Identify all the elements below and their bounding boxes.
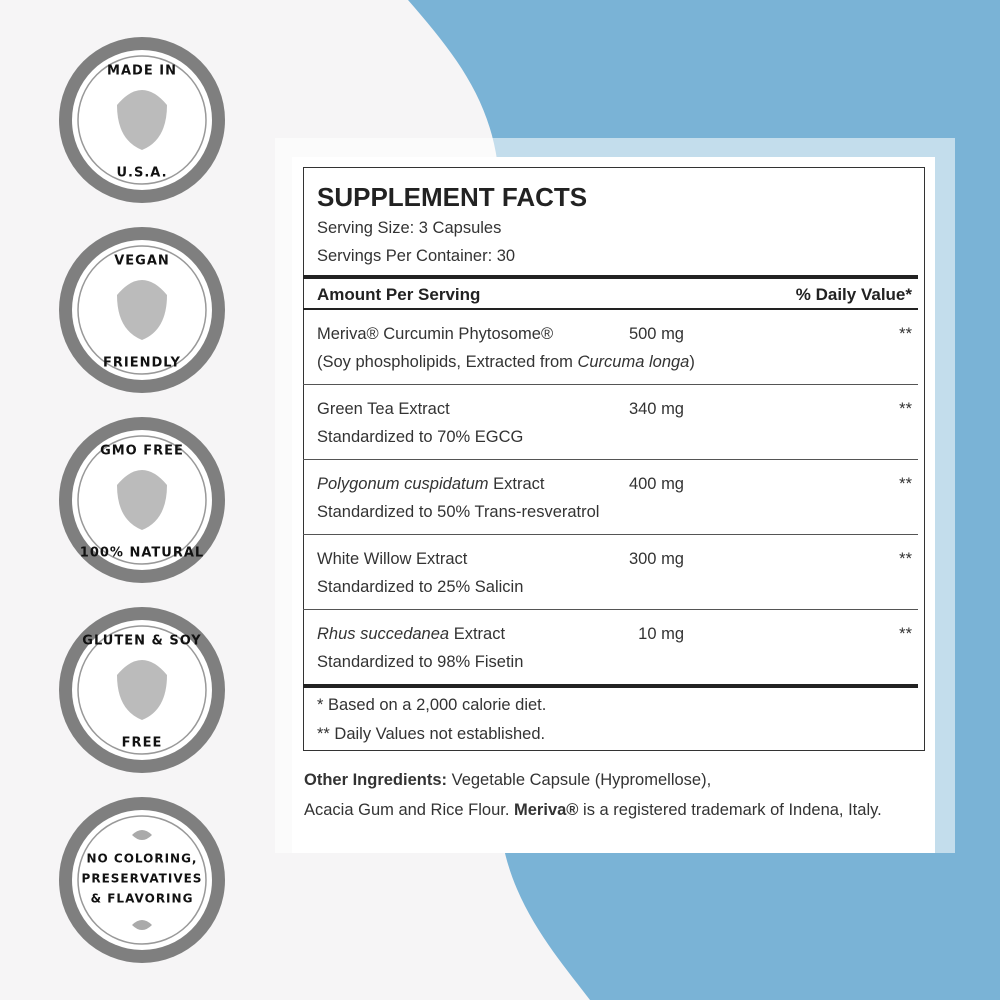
panel — [292, 157, 935, 853]
ingredient-name: Rhus succedanea Extract — [317, 625, 505, 644]
badge-icon — [117, 660, 167, 720]
name-part: Green Tea Extract — [317, 400, 450, 418]
detail-part: Standardized to 25% Salicin — [317, 578, 524, 596]
other-text: Acacia Gum and Rice Flour. — [304, 801, 510, 819]
thick-rule — [303, 275, 918, 279]
servings-per-container: Servings Per Container: 30 — [317, 247, 516, 265]
name-part: Rhus succedanea — [317, 625, 450, 643]
other-text: Vegetable Capsule (Hypromellose), — [451, 771, 712, 789]
badge-text: PRESERVATIVES — [82, 872, 203, 886]
header-amount: Amount Per Serving — [317, 285, 481, 304]
amount: 10 mg — [638, 625, 684, 643]
row-rule — [303, 459, 918, 460]
badge-text: MADE IN — [107, 64, 177, 79]
other-label: Other Ingredients: — [304, 771, 448, 789]
badge-icon — [117, 470, 167, 530]
badge: GMO FREE 100% NATURAL — [59, 417, 225, 583]
name-part: Extract — [493, 475, 545, 493]
amount: 400 mg — [628, 475, 684, 493]
badge-text: VEGAN — [114, 254, 170, 269]
badge-text: & FLAVORING — [91, 892, 194, 906]
ingredient-name: Polygonum cuspidatum Extract — [317, 475, 544, 494]
ingredient-name: Meriva® Curcumin Phytosome® — [317, 325, 553, 344]
other-text: is a registered trademark of Indena, Ita… — [583, 801, 882, 819]
ingredient-name: White Willow Extract — [317, 550, 467, 569]
badge-icon — [117, 280, 167, 340]
detail-part: Curcuma longa — [577, 353, 690, 371]
badge-text: FRIENDLY — [103, 356, 181, 371]
daily-value: ** — [899, 400, 912, 418]
badge-text: GMO FREE — [100, 444, 184, 459]
detail-part: ) — [689, 353, 695, 371]
amount: 340 mg — [628, 400, 684, 418]
amount: 500 mg — [628, 325, 684, 343]
header-dv: % Daily Value* — [795, 285, 912, 304]
header-rule — [303, 308, 918, 310]
serving-size: Serving Size: 3 Capsules — [317, 219, 502, 237]
detail-part: (Soy phospholipids, Extracted from — [317, 353, 573, 371]
badge-inner-ring — [77, 435, 207, 565]
thick-rule — [303, 684, 918, 688]
detail-part: Standardized to 98% Fisetin — [317, 653, 524, 671]
name-part: Polygonum cuspidatum — [317, 475, 489, 493]
badge-text: U.S.A. — [116, 166, 167, 181]
ingredient-detail: Standardized to 25% Salicin — [317, 578, 523, 597]
row-rule — [303, 384, 918, 385]
ingredient-detail: Standardized to 98% Fisetin — [317, 653, 523, 672]
detail-part: Standardized to 70% EGCG — [317, 428, 524, 446]
badge-text: 100% NATURAL — [80, 546, 204, 561]
brand: Meriva® — [514, 801, 579, 819]
badge-face — [72, 810, 212, 950]
daily-value: ** — [899, 625, 912, 643]
daily-value: ** — [899, 550, 912, 568]
badge: GLUTEN & SOY FREE — [59, 607, 225, 773]
badge-icon — [117, 90, 167, 150]
badge-inner-ring — [77, 815, 207, 945]
ingredient-name: Green Tea Extract — [317, 400, 450, 419]
badge-inner-ring — [77, 245, 207, 375]
row-rule — [303, 609, 918, 610]
badge-inner-ring — [77, 55, 207, 185]
footnote: * Based on a 2,000 calorie diet. — [317, 696, 547, 714]
detail-part: Standardized to 50% Trans-resveratrol — [317, 503, 600, 521]
other-ingredients: Other Ingredients: Vegetable Capsule (Hy… — [304, 771, 711, 790]
daily-value: ** — [899, 325, 912, 343]
name-part: White Willow Extract — [317, 550, 468, 568]
ingredient-detail: Standardized to 50% Trans-resveratrol — [317, 503, 599, 522]
ingredient-detail: (Soy phospholipids, Extracted from Curcu… — [317, 353, 695, 372]
facts-title: SUPPLEMENT FACTS — [317, 182, 588, 212]
badge-text: NO COLORING, — [86, 852, 197, 866]
badge-inner-ring — [77, 625, 207, 755]
name-part: Extract — [453, 625, 506, 643]
badge: MADE IN U.S.A. — [59, 37, 225, 203]
name-part: Meriva® Curcumin Phytosome® — [317, 325, 554, 343]
ingredient-detail: Standardized to 70% EGCG — [317, 428, 523, 447]
badge: VEGAN FRIENDLY — [59, 227, 225, 393]
footnote: ** Daily Values not established. — [317, 725, 546, 743]
row-rule — [303, 534, 918, 535]
amount: 300 mg — [628, 550, 684, 568]
badge-text: FREE — [122, 736, 163, 751]
other-ingredients-2: Acacia Gum and Rice Flour. Meriva® is a … — [304, 801, 882, 820]
badge-text: GLUTEN & SOY — [82, 634, 201, 649]
daily-value: ** — [899, 475, 912, 493]
badge: NO COLORING, PRESERVATIVES & FLAVORING — [59, 797, 225, 963]
